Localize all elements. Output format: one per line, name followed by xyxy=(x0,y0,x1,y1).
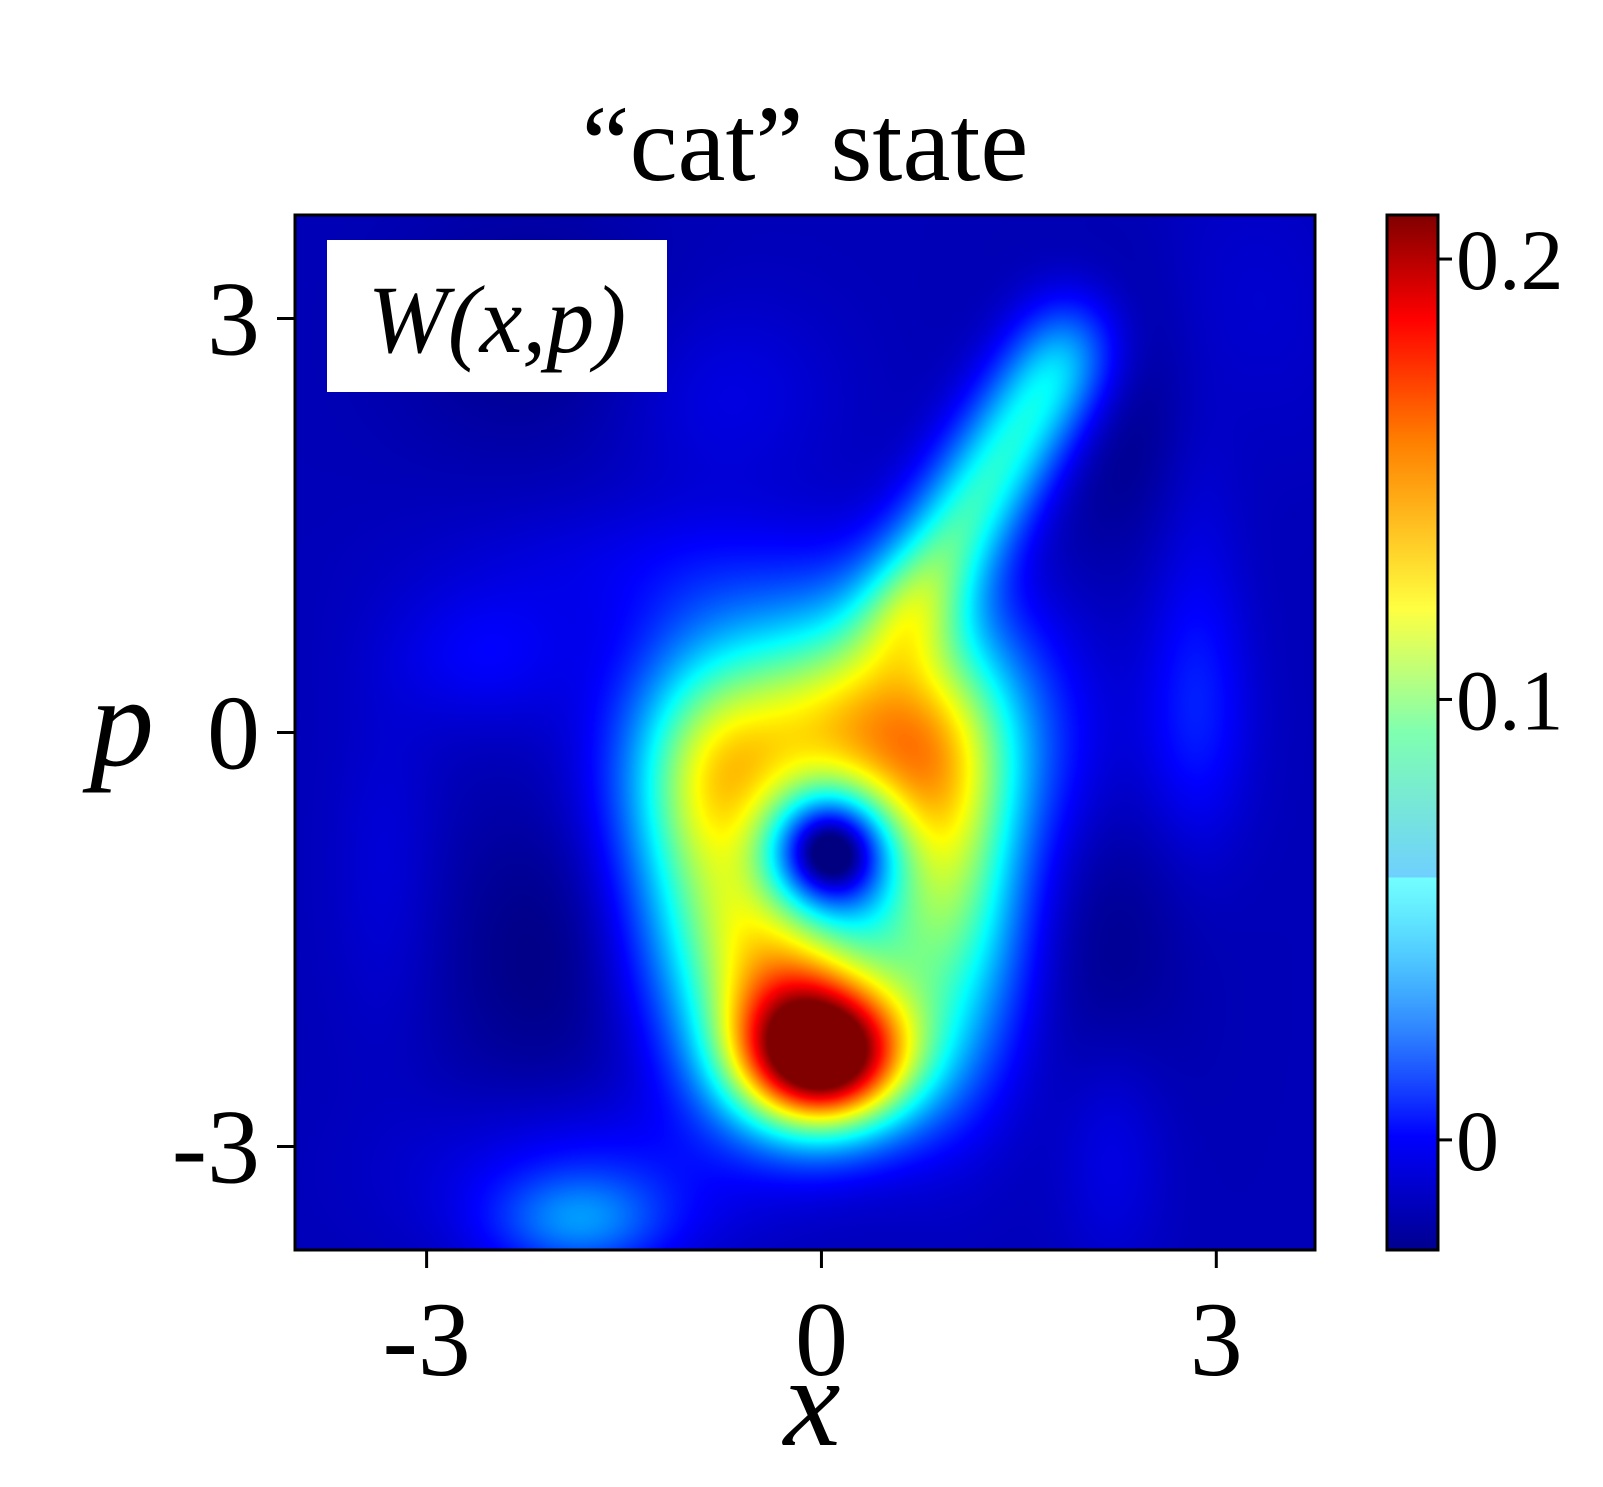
colorbar: 0 0.1 0.2 xyxy=(1385,212,1564,1252)
x-tick-label: -3 xyxy=(382,1281,470,1398)
inset-label-background xyxy=(327,240,667,392)
inset-label: W(x,p) xyxy=(327,240,667,392)
colorbar-frame xyxy=(1385,213,1440,1252)
y-tick-label: 3 xyxy=(207,261,260,378)
colorbar-tick-label: 0.2 xyxy=(1456,212,1564,308)
y-axis-label: p xyxy=(82,651,154,793)
y-tick-label: 0 xyxy=(207,675,260,792)
colorbar-tick-label: 0 xyxy=(1456,1093,1499,1189)
y-axis-ticks: -3 0 3 xyxy=(172,261,295,1206)
x-tick-label: 3 xyxy=(1190,1281,1243,1398)
x-axis-label: x xyxy=(782,1331,841,1473)
x-tick-label: 0 xyxy=(795,1281,848,1398)
colorbar-tick-label: 0.1 xyxy=(1456,652,1564,748)
y-tick-label: -3 xyxy=(172,1089,260,1206)
x-axis-ticks: -3 0 3 xyxy=(382,1250,1243,1398)
chart-title: “cat” state xyxy=(582,85,1029,204)
inset-label-text: W(x,p) xyxy=(368,266,627,373)
colorbar-ticks: 0 0.1 0.2 xyxy=(1438,212,1564,1189)
colorbar-gradient xyxy=(1387,215,1438,1250)
